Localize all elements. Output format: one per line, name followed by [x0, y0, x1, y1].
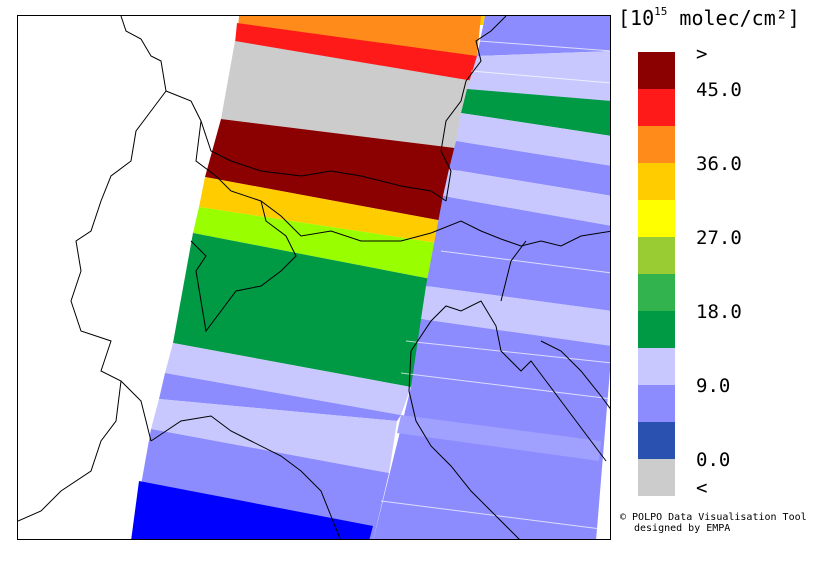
swath-row	[477, 16, 610, 56]
credit-text: © POLPO Data Visualisation Tool designed…	[620, 512, 807, 534]
swath-row	[199, 177, 443, 243]
unit-base: [10	[618, 6, 655, 30]
swath-row	[131, 481, 373, 539]
legend-swatch	[638, 89, 675, 126]
swath-row	[397, 415, 601, 461]
swath-row	[165, 343, 411, 415]
legend-label-27: 27.0	[696, 227, 742, 249]
legend-swatch	[638, 237, 675, 274]
swath-row	[443, 169, 610, 226]
legend-label-top: >	[696, 43, 708, 65]
legend-swatch	[638, 163, 675, 200]
map-canvas	[18, 16, 610, 539]
legend-swatch	[638, 348, 675, 385]
unit-rest: molec/cm²]	[667, 6, 800, 30]
swath	[131, 16, 610, 539]
swath-row	[173, 233, 431, 387]
swath-seams	[380, 40, 610, 530]
legend-label-18: 18.0	[696, 301, 742, 323]
swath-row	[237, 16, 481, 56]
legend-label-45: 45.0	[696, 79, 742, 101]
credit-line-2: designed by EMPA	[634, 523, 731, 534]
legend-swatch	[638, 385, 675, 422]
legend-swatch	[638, 459, 675, 496]
swath-row	[449, 141, 610, 196]
swath-row	[461, 89, 610, 136]
swath-row	[205, 119, 463, 221]
map-frame	[17, 15, 611, 540]
legend-swatch	[638, 52, 675, 89]
legend-swatch	[638, 422, 675, 459]
swath-row	[421, 286, 610, 346]
legend-label-36: 36.0	[696, 153, 742, 175]
legend-swatch	[638, 274, 675, 311]
swath-row	[159, 373, 401, 421]
swath-row	[235, 23, 477, 81]
swath-row	[221, 41, 473, 149]
credit-line-1: © POLPO Data Visualisation Tool	[620, 512, 807, 523]
legend-label-bottom: <	[696, 477, 708, 499]
map-outlines	[18, 16, 610, 539]
legend-label-9: 9.0	[696, 375, 731, 397]
swath-row	[456, 113, 610, 166]
swath-row	[426, 196, 610, 311]
unit-title: [1015 molec/cm²]	[618, 5, 800, 30]
legend-swatch	[638, 126, 675, 163]
swath-row	[193, 207, 437, 279]
unit-exponent: 15	[654, 5, 668, 19]
legend-label-0: 0.0	[696, 449, 731, 471]
legend-swatch	[638, 311, 675, 348]
legend-swatch	[638, 200, 675, 237]
